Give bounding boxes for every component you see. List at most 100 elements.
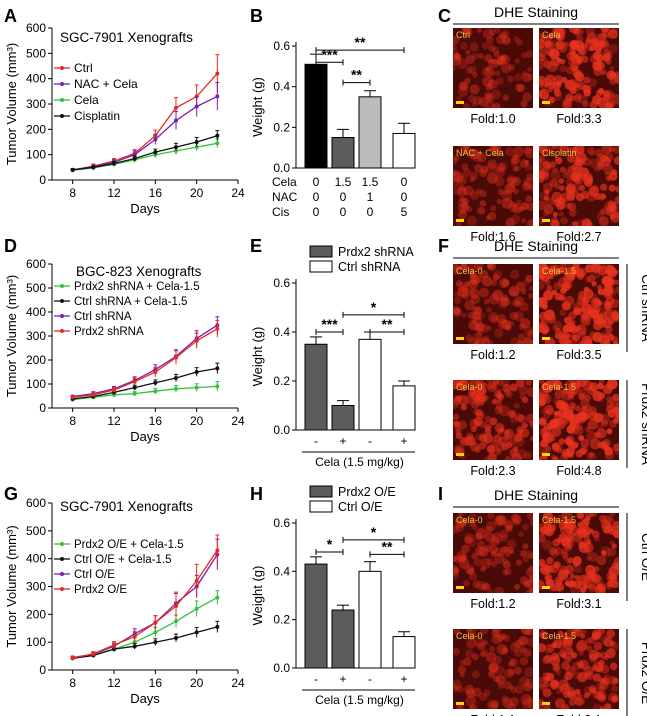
fold-change-label: Fold:4.8 — [556, 464, 601, 478]
x-tick-label: + — [339, 672, 346, 686]
stain-image: Cela-0 — [453, 380, 533, 460]
data-point — [91, 165, 96, 170]
condition-label: Cela — [272, 175, 297, 189]
stain-condition-label: Ctrl — [456, 30, 470, 40]
data-point — [112, 388, 116, 392]
staining-title: DHE Staining — [494, 487, 578, 503]
data-point — [132, 634, 137, 639]
data-point — [70, 656, 75, 661]
y-tick-label: 600 — [26, 21, 46, 35]
data-point — [215, 624, 220, 629]
data-point — [194, 630, 199, 635]
legend-label: Prdx2 shRNA — [74, 326, 144, 338]
condition-level: 0 — [313, 190, 320, 204]
data-point — [153, 137, 158, 142]
bar — [331, 609, 355, 669]
legend-label: Cisplatin — [74, 109, 120, 123]
y-tick-label: 0.6 — [273, 516, 290, 530]
series-line — [72, 73, 218, 171]
condition-level: 0 — [313, 175, 320, 189]
scale-bar — [542, 586, 550, 589]
y-tick-label: 200 — [26, 353, 46, 367]
legend-marker — [60, 114, 64, 118]
stain-image: Cela-0 — [453, 629, 533, 709]
data-point — [215, 326, 220, 331]
condition-label: Cis — [272, 205, 289, 219]
data-point — [70, 167, 75, 172]
legend-swatch — [309, 485, 333, 498]
data-point — [215, 366, 220, 371]
x-axis-label: Days — [130, 201, 160, 216]
y-tick-label: 400 — [26, 552, 46, 566]
stain-condition-label: Cela-1.5 — [542, 266, 576, 276]
condition-level: 0 — [313, 205, 320, 219]
panel-letter: G — [4, 484, 18, 504]
y-tick-label: 0.6 — [273, 276, 290, 290]
series-line — [72, 549, 218, 659]
chart-title: SGC-7901 Xenografts — [60, 499, 193, 514]
data-point — [194, 140, 199, 144]
data-point — [132, 379, 137, 384]
y-tick-label: 0 — [39, 401, 46, 415]
scale-bar — [456, 337, 464, 340]
legend-swatch — [309, 260, 333, 273]
chart-title: BGC-823 Xenografts — [76, 264, 202, 279]
y-axis-label: Weight (g) — [250, 327, 265, 387]
x-tick-label: 20 — [190, 676, 204, 690]
x-axis-label: Cela (1.5 mg/kg) — [315, 693, 404, 707]
significance-label: ** — [355, 34, 366, 50]
x-tick-label: 24 — [231, 414, 245, 428]
x-tick-label: 16 — [149, 186, 163, 200]
fold-change-label: Fold:2.1 — [556, 713, 601, 716]
series-line — [72, 367, 218, 400]
x-tick-label: 16 — [149, 414, 163, 428]
bar — [304, 63, 328, 169]
stain-condition-label: Cela-0 — [456, 631, 483, 641]
stain-image: Cela-1.5 — [539, 629, 619, 709]
x-tick-label: + — [400, 672, 407, 686]
stain-image: Cisplatin — [539, 146, 619, 226]
y-tick-label: 0.6 — [273, 39, 290, 53]
y-axis-label: Tumor Volume (mm³) — [4, 275, 19, 397]
bar — [392, 636, 416, 669]
staining-title: DHE Staining — [494, 4, 578, 20]
panel-letter: A — [4, 6, 17, 26]
legend-marker — [60, 542, 64, 546]
stain-background — [453, 146, 533, 226]
y-axis-label: Tumor Volume (mm³) — [4, 525, 19, 647]
data-point — [153, 150, 158, 155]
y-tick-label: 500 — [26, 281, 46, 295]
legend-swatch — [309, 500, 333, 513]
stain-image: Cela-0 — [453, 513, 533, 593]
scale-bar — [542, 101, 550, 104]
series-cisplatin — [70, 130, 220, 172]
row-label: Prdx2 shRNA — [639, 383, 647, 465]
x-tick-label: 8 — [69, 414, 76, 428]
data-point — [194, 578, 199, 583]
legend-label: Prdx2 O/E + Cela-1.5 — [74, 539, 184, 551]
significance-label: * — [327, 536, 333, 552]
panel-letter: D — [4, 236, 17, 256]
data-point — [174, 386, 178, 391]
y-axis-label: Tumor Volume (mm³) — [4, 43, 19, 165]
series-line — [72, 328, 218, 398]
y-tick-label: 600 — [26, 496, 46, 510]
data-point — [215, 94, 220, 99]
staining-title: DHE Staining — [494, 238, 578, 254]
scale-bar — [542, 337, 550, 340]
x-axis-label: Days — [130, 691, 160, 706]
bar — [392, 385, 416, 431]
staining-panel-F: DHE Staining Cela-0 Fold:1.2 Cela-1.5 Fold:3… — [453, 238, 647, 478]
stain-image: Cela-1.5 — [539, 513, 619, 593]
line-chart-A: 0 100 200 300 400 500 600 8 12 16 20 24 Days Tumor Vo… — [4, 21, 245, 216]
data-point — [112, 161, 116, 166]
y-tick-label: 0 — [39, 663, 46, 677]
row-label: Prdx2 O/E — [639, 642, 647, 704]
stain-image: Cela-1.5 — [539, 264, 619, 344]
stain-background — [453, 629, 533, 709]
staining-panel-I: DHE Staining Cela-0 Fold:1.2 Cela-1.5 Fold:3… — [453, 487, 647, 716]
condition-level: 5 — [401, 205, 408, 219]
condition-level: 0 — [367, 205, 374, 219]
